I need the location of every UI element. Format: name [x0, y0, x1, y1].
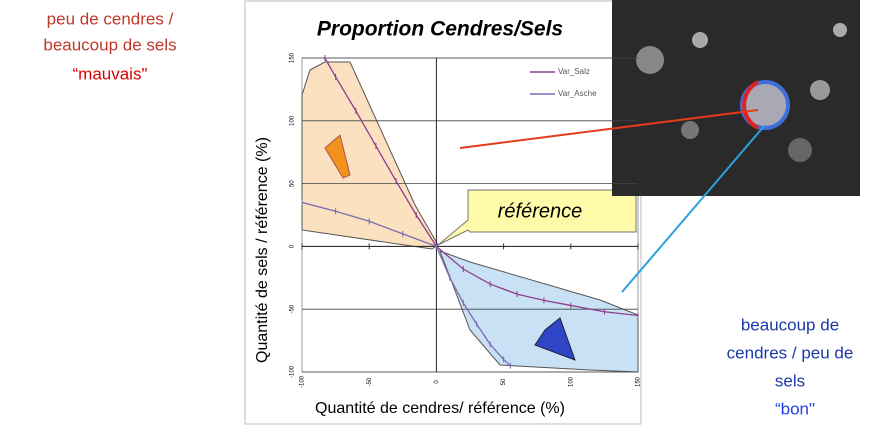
y-tick-label: 100: [290, 115, 296, 126]
x-tick-label: 50: [501, 378, 507, 385]
legend-label: Var_Salz: [558, 67, 590, 76]
chart-title: Proportion Cendres/Sels: [317, 18, 563, 41]
legend-label: Var_Asche: [558, 89, 597, 98]
blue-arrow: [534, 317, 576, 361]
y-axis-label: Quantité de sels / référence (%): [254, 137, 271, 363]
annotation: “mauvais": [73, 64, 148, 83]
x-tick-label: 100: [568, 376, 574, 387]
y-tick-label: -100: [290, 365, 296, 378]
series-line: [301, 201, 511, 367]
annotation: beaucoup de sels: [43, 35, 176, 54]
x-tick-label: -100: [300, 375, 306, 388]
annotation: “bon": [775, 399, 815, 418]
y-tick-label: -50: [290, 304, 296, 313]
red-pointer: [459, 109, 759, 149]
sem-image: [612, 0, 860, 196]
x-tick-label: 150: [636, 376, 642, 387]
x-axis-label: Quantité de cendres/ référence (%): [315, 400, 565, 417]
blue-pointer: [621, 124, 766, 293]
y-tick-label: 50: [290, 180, 296, 187]
y-tick-label: 0: [290, 244, 296, 248]
annotation: sels: [775, 371, 805, 390]
annotation: peu de cendres /: [47, 9, 174, 28]
series-line: [324, 57, 639, 317]
y-tick-label: 150: [290, 52, 296, 63]
callout: [437, 189, 637, 246]
x-tick-label: 0: [434, 380, 440, 384]
orange-arrow: [324, 134, 351, 179]
annotation: beaucoup de: [741, 315, 839, 334]
annotation: référence: [498, 200, 583, 222]
annotation: cendres / peu de: [727, 343, 854, 362]
x-tick-label: -50: [367, 377, 373, 386]
